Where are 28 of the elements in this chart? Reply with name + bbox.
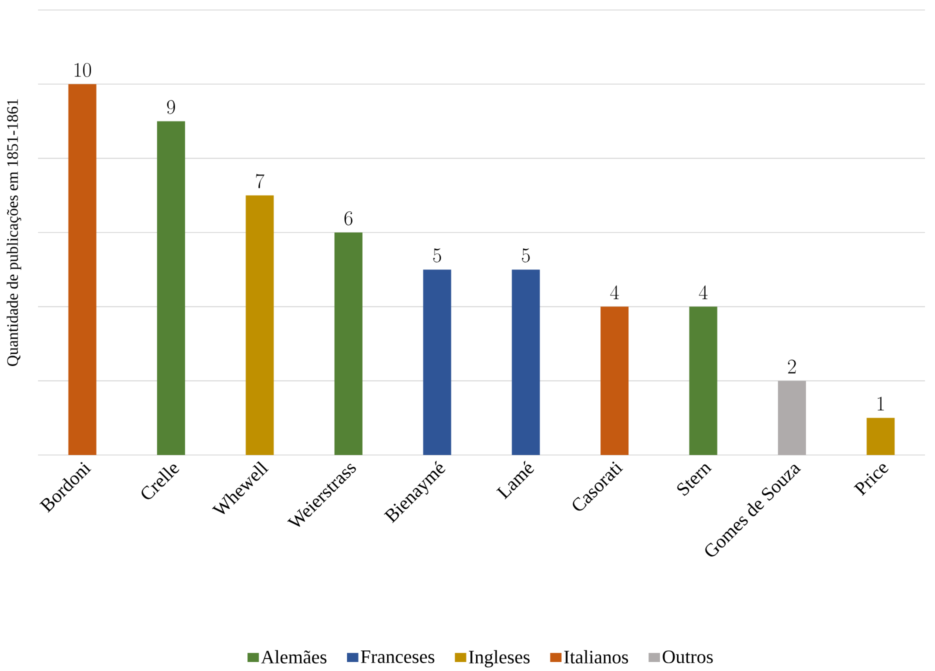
data-label: 5	[522, 248, 530, 262]
legend-label: Italianos	[564, 650, 628, 664]
legend-label: Outros	[662, 650, 713, 664]
bar	[778, 380, 806, 455]
bar	[157, 121, 186, 455]
data-label: 6	[344, 211, 352, 226]
bar	[68, 84, 96, 455]
data-label: 1	[878, 396, 884, 410]
y-axis-title: Quantidade de publicações em 1851-1861	[6, 99, 22, 366]
bar	[866, 418, 895, 455]
data-label: 2	[788, 360, 796, 374]
bar	[334, 232, 362, 455]
data-label: 7	[256, 174, 264, 188]
bar	[512, 270, 540, 455]
data-label: 10	[74, 63, 92, 77]
bar	[423, 270, 452, 455]
data-label: 4	[698, 285, 708, 300]
legend-label: Franceses	[360, 650, 434, 664]
data-label: 4	[610, 285, 619, 300]
legend-label: Ingleses	[468, 650, 530, 668]
data-label: 9	[167, 100, 175, 114]
x-tick-label: Price	[854, 464, 888, 496]
legend-label: Alemães	[261, 650, 326, 664]
bar	[689, 306, 718, 455]
x-tick-label: Stern	[677, 464, 712, 496]
bar	[600, 306, 629, 455]
data-label: 5	[433, 248, 442, 262]
bar	[246, 195, 274, 455]
